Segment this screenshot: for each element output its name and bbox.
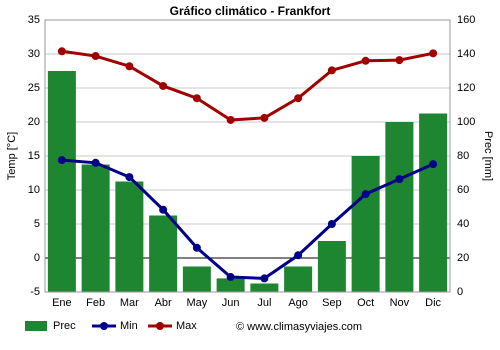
y-tick-label: 10 bbox=[28, 184, 40, 196]
x-tick-label: Jul bbox=[257, 297, 271, 309]
bar bbox=[81, 164, 110, 292]
y2-tick-label: 0 bbox=[457, 286, 463, 298]
y-tick-label: 20 bbox=[28, 116, 40, 128]
marker bbox=[327, 66, 336, 75]
marker bbox=[57, 47, 66, 56]
marker bbox=[226, 115, 235, 124]
y-tick-label: 30 bbox=[28, 48, 40, 60]
x-tick-label: Jun bbox=[222, 297, 240, 309]
y-tick-label: 5 bbox=[34, 218, 40, 230]
x-tick-label: Ene bbox=[52, 297, 72, 309]
y2-tick-label: 20 bbox=[457, 252, 469, 264]
marker bbox=[91, 52, 100, 61]
x-tick-label: Sep bbox=[322, 297, 342, 309]
marker bbox=[294, 94, 303, 103]
legend-label: Min bbox=[120, 320, 138, 332]
marker bbox=[91, 158, 100, 167]
y2-tick-label: 60 bbox=[457, 184, 469, 196]
line bbox=[61, 158, 434, 280]
marker bbox=[192, 94, 201, 103]
y-tick-label: -5 bbox=[30, 286, 40, 298]
x-tick-label: Dic bbox=[425, 297, 441, 309]
marker bbox=[57, 156, 66, 165]
x-tick-label: Abr bbox=[155, 297, 172, 309]
bar bbox=[149, 215, 178, 292]
x-tick-label: Nov bbox=[390, 297, 410, 309]
y2-tick-label: 120 bbox=[457, 82, 475, 94]
marker bbox=[327, 220, 336, 228]
bar bbox=[182, 266, 211, 292]
marker bbox=[395, 175, 404, 184]
bar bbox=[216, 278, 245, 292]
x-tick-label: Feb bbox=[86, 297, 105, 309]
legend-label: Prec bbox=[53, 320, 76, 332]
y-tick-label: 25 bbox=[28, 82, 40, 94]
bar bbox=[250, 283, 279, 292]
y2-tick-label: 80 bbox=[457, 150, 469, 162]
y2-tick-label: 40 bbox=[457, 218, 469, 230]
marker bbox=[125, 173, 134, 182]
marker bbox=[429, 160, 438, 169]
legend-swatch bbox=[156, 322, 164, 330]
y2-axis-label: Prec [mm] bbox=[482, 131, 494, 181]
marker bbox=[395, 56, 404, 65]
bar bbox=[385, 122, 414, 292]
x-tick-label: Mar bbox=[120, 297, 139, 309]
y-tick-label: 0 bbox=[34, 252, 40, 264]
plot-frame bbox=[44, 19, 451, 293]
marker bbox=[361, 190, 370, 199]
y-axis-label: Temp [°C] bbox=[6, 132, 18, 180]
bar bbox=[317, 241, 346, 292]
bar bbox=[284, 266, 313, 292]
source: © www.climasyviajes.com bbox=[236, 321, 362, 333]
marker bbox=[226, 273, 235, 282]
legend-swatch bbox=[25, 321, 47, 331]
y2-tick-label: 140 bbox=[457, 48, 475, 60]
y2-tick-label: 160 bbox=[457, 14, 475, 26]
y-tick-label: 35 bbox=[28, 14, 40, 26]
x-tick-label: Ago bbox=[288, 297, 308, 309]
marker bbox=[361, 56, 370, 65]
bar bbox=[115, 181, 144, 292]
marker bbox=[192, 243, 201, 252]
chart-title: Gráfico climático - Frankfort bbox=[170, 4, 331, 18]
marker bbox=[159, 81, 168, 90]
marker bbox=[294, 251, 303, 260]
legend-swatch bbox=[100, 322, 108, 330]
marker bbox=[159, 205, 168, 214]
x-tick-label: May bbox=[186, 297, 207, 309]
marker bbox=[260, 113, 269, 122]
marker bbox=[260, 274, 269, 283]
y-tick-label: 15 bbox=[28, 150, 40, 162]
bar bbox=[351, 156, 380, 292]
marker bbox=[429, 49, 438, 58]
bar bbox=[47, 71, 76, 292]
line bbox=[61, 49, 434, 122]
marker bbox=[125, 62, 134, 71]
y2-tick-label: 100 bbox=[457, 116, 475, 128]
bar bbox=[419, 113, 448, 292]
legend-label: Max bbox=[176, 320, 197, 332]
x-tick-label: Oct bbox=[357, 297, 374, 309]
